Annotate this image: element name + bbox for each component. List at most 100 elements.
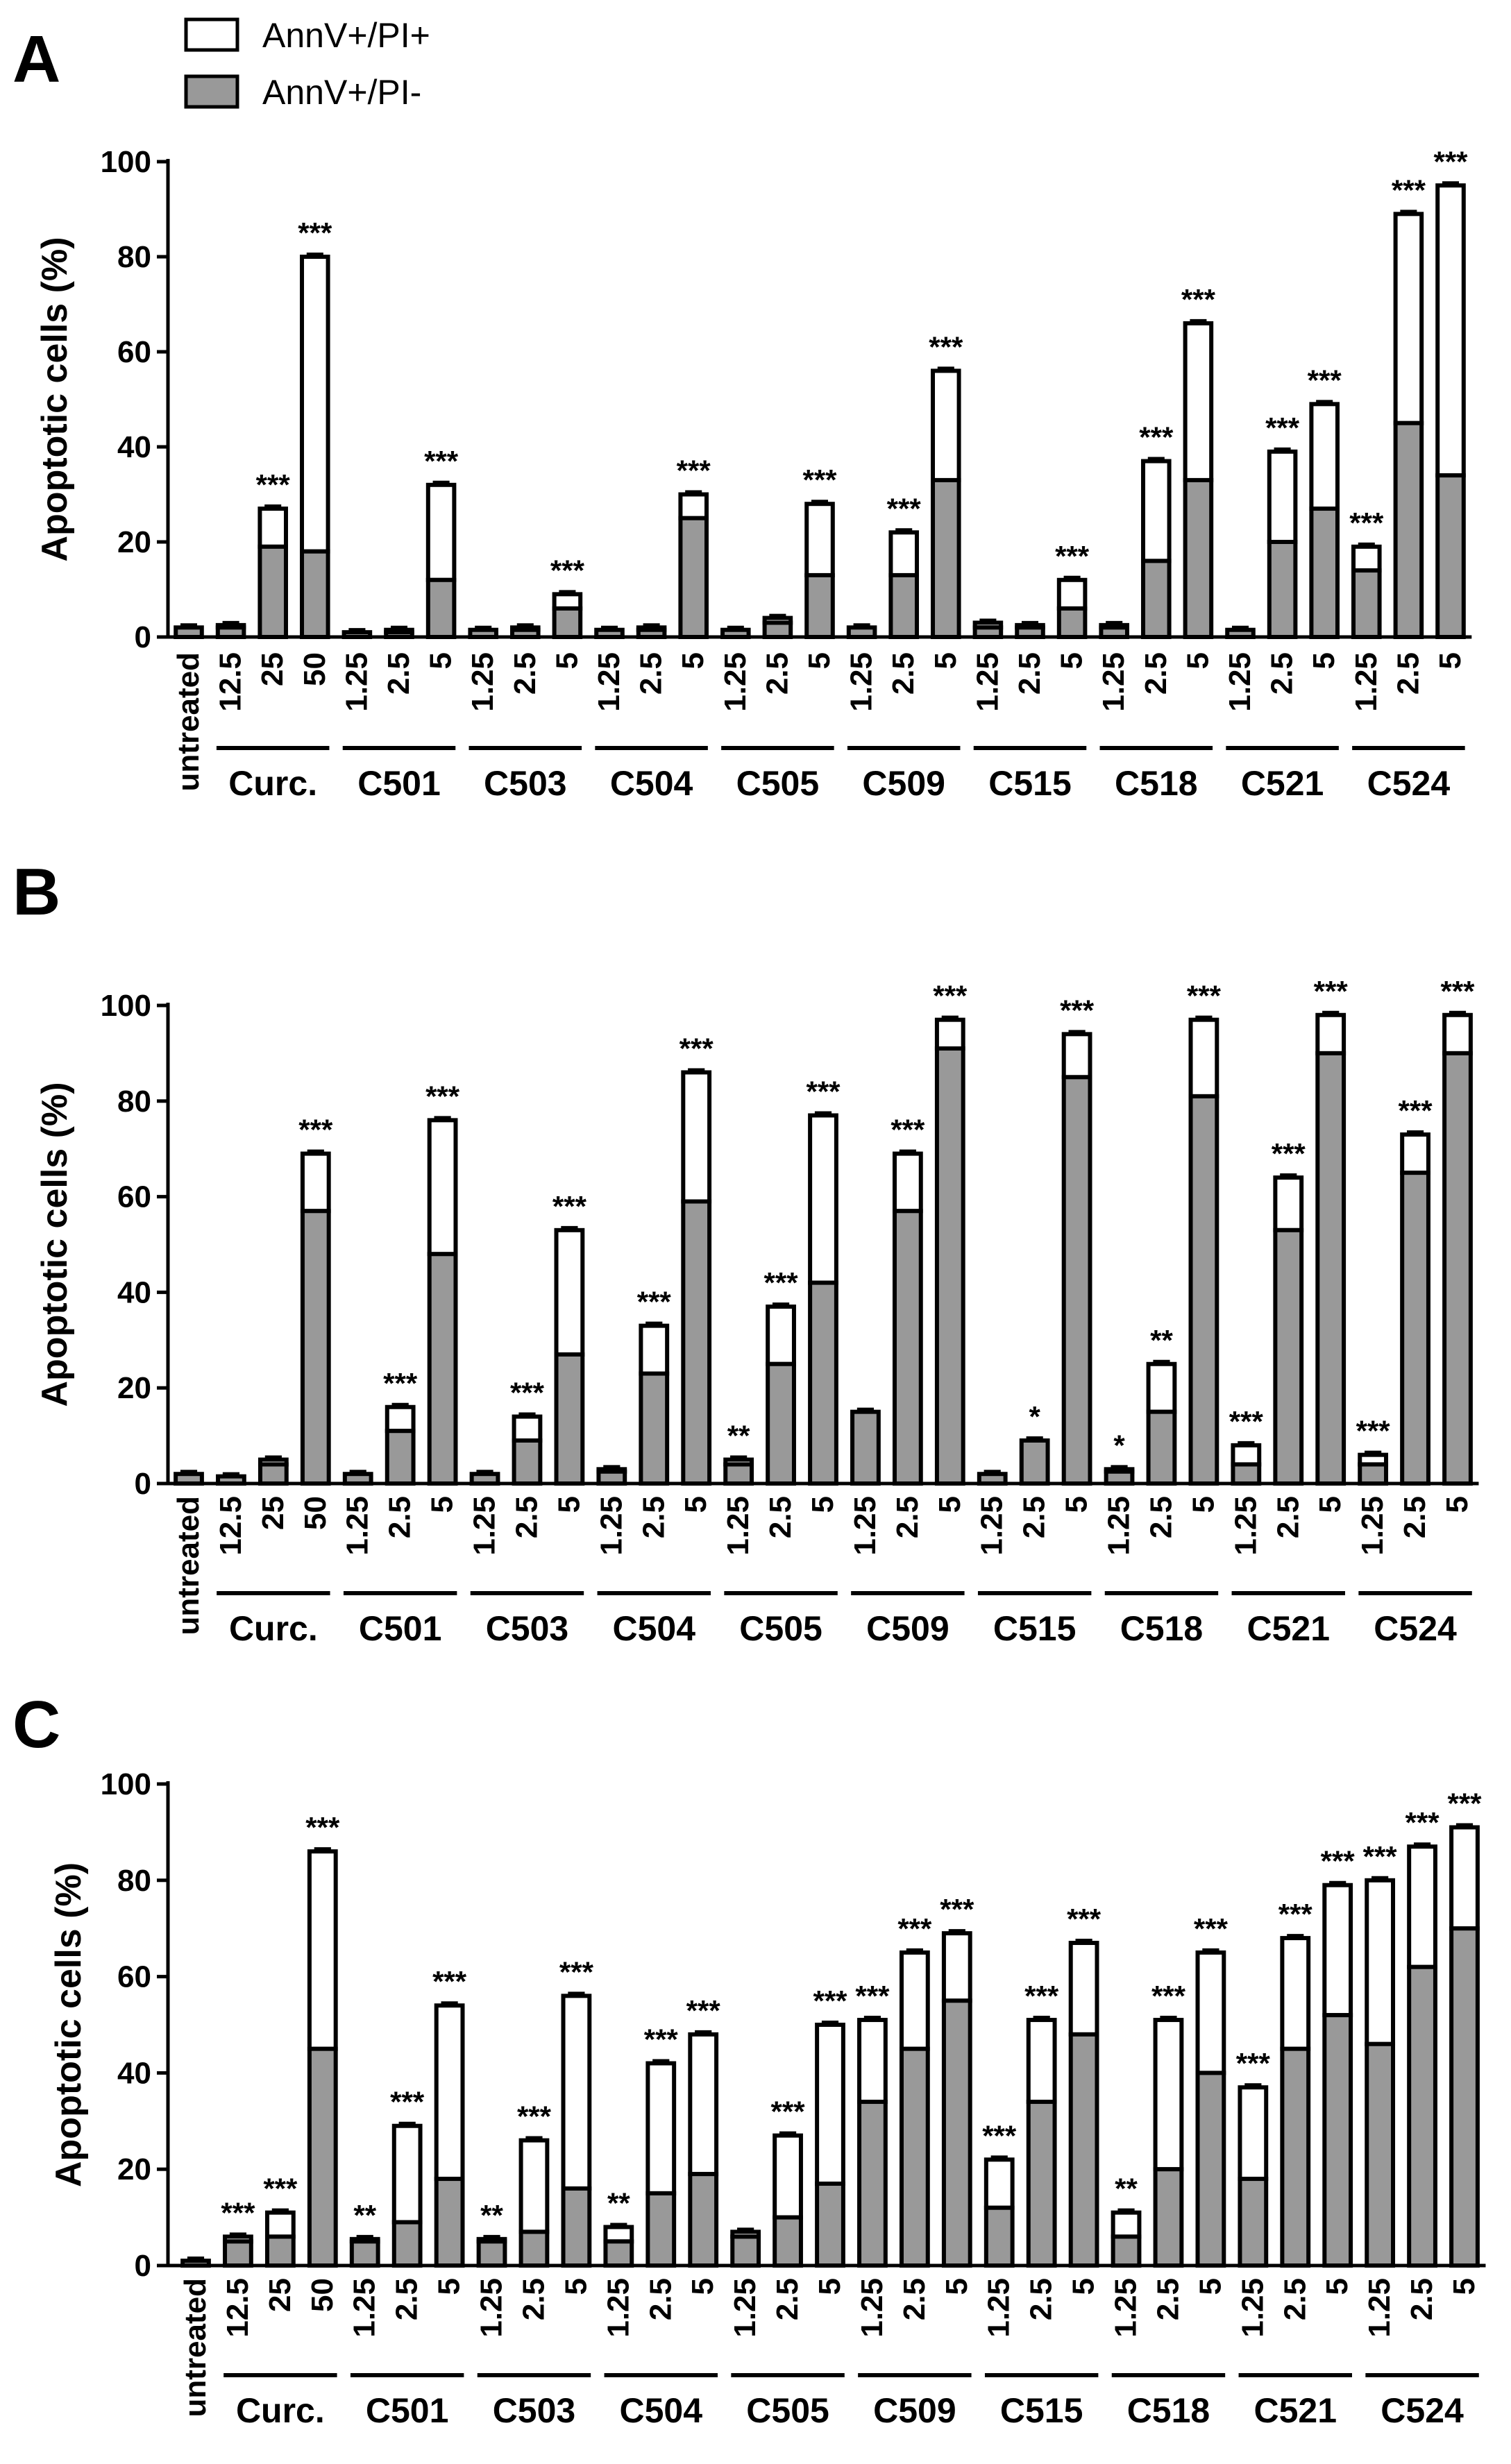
bar-segment-pi-neg bbox=[603, 2239, 634, 2268]
x-tick-label: 5 bbox=[425, 1496, 459, 1513]
x-tick-label: 5 bbox=[1193, 2278, 1227, 2295]
bar-segment-pi-neg bbox=[307, 2046, 338, 2268]
bar-segment-pi-pos bbox=[1322, 1883, 1353, 2018]
bar-segment-pi-pos bbox=[645, 2061, 677, 2195]
x-tick-label: 5 bbox=[1186, 1496, 1220, 1513]
significance-label: *** bbox=[806, 1075, 841, 1107]
bar-segment-pi-neg bbox=[258, 544, 288, 639]
x-tick-label: 1.25 bbox=[341, 1496, 375, 1556]
group-label: C524 bbox=[1374, 1609, 1457, 1648]
x-tick-label: 50 bbox=[298, 1496, 332, 1530]
group-label: C501 bbox=[359, 1609, 442, 1648]
significance-label: *** bbox=[771, 2096, 806, 2128]
group-label: C504 bbox=[613, 1609, 696, 1648]
significance-label: *** bbox=[686, 1994, 721, 2027]
bar-segment-pi-neg bbox=[215, 625, 246, 639]
bar-segment-pi-pos bbox=[639, 1323, 670, 1376]
x-tick-label: 2.5 bbox=[1398, 1496, 1432, 1538]
x-tick-label: 25 bbox=[255, 652, 289, 686]
x-tick-label: 5 bbox=[679, 1496, 713, 1513]
panel-letter: A bbox=[12, 22, 60, 96]
significance-label: *** bbox=[1229, 1405, 1264, 1438]
bar-segment-pi-pos bbox=[1393, 212, 1424, 425]
bar-segment-pi-pos bbox=[1267, 449, 1298, 544]
group-label: C518 bbox=[1115, 764, 1198, 803]
y-tick-label: 80 bbox=[117, 1085, 151, 1119]
bar-segment-pi-neg bbox=[1104, 1469, 1135, 1486]
bar-segment-pi-pos bbox=[1111, 2210, 1142, 2239]
bar-segment-pi-pos bbox=[1026, 2018, 1057, 2105]
significance-label: *** bbox=[1181, 283, 1216, 316]
significance-label: *** bbox=[1433, 145, 1468, 178]
significance-label: *** bbox=[1349, 507, 1384, 539]
group-label: Curc. bbox=[229, 1609, 318, 1648]
x-tick-label: 2.5 bbox=[897, 2278, 931, 2320]
x-tick-label: 5 bbox=[676, 652, 710, 669]
x-tick-label: 2.5 bbox=[1151, 2278, 1185, 2320]
x-tick-label: 2.5 bbox=[1144, 1496, 1178, 1538]
x-tick-label: 1.25 bbox=[594, 1496, 628, 1556]
bar-segment-pi-neg bbox=[1153, 2167, 1184, 2268]
bar-segment-pi-pos bbox=[434, 2003, 465, 2182]
bar-segment-pi-neg bbox=[636, 627, 667, 639]
x-tick-label: 1.25 bbox=[1349, 652, 1383, 712]
group-label: C521 bbox=[1247, 1609, 1331, 1648]
bar-segment-pi-neg bbox=[846, 625, 877, 639]
bar-segment-pi-neg bbox=[1056, 606, 1088, 640]
significance-label: *** bbox=[298, 1114, 333, 1146]
significance-label: *** bbox=[552, 1190, 587, 1223]
panel-letter: B bbox=[12, 855, 60, 929]
x-tick-label: 2.5 bbox=[890, 1496, 925, 1538]
significance-label: *** bbox=[221, 2196, 255, 2229]
bar-segment-pi-neg bbox=[512, 1438, 543, 1486]
bar-segment-pi-pos bbox=[1141, 459, 1172, 563]
bar-segment-pi-neg bbox=[1061, 1075, 1092, 1486]
y-axis-label: Apoptotic cells (%) bbox=[49, 1862, 89, 2187]
y-tick-label: 60 bbox=[117, 1180, 151, 1214]
bar-segment-pi-neg bbox=[427, 1252, 458, 1486]
x-tick-label: 1.25 bbox=[601, 2278, 635, 2338]
bar-segment-pi-neg bbox=[468, 627, 498, 639]
bar-segment-pi-pos bbox=[678, 492, 709, 520]
bar-segment-pi-neg bbox=[888, 572, 919, 640]
bar-segment-pi-neg bbox=[1351, 568, 1382, 639]
group-label: C501 bbox=[357, 764, 441, 803]
bar-segment-pi-neg bbox=[1273, 1227, 1304, 1486]
significance-label: *** bbox=[390, 2086, 425, 2118]
significance-label: *** bbox=[679, 1032, 714, 1064]
group-label: C518 bbox=[1120, 1609, 1204, 1648]
bar-segment-pi-neg bbox=[594, 627, 625, 639]
x-tick-label: 2.5 bbox=[634, 652, 668, 695]
bar-segment-pi-neg bbox=[678, 516, 709, 639]
group-label: Curc. bbox=[228, 764, 317, 803]
panel-c: C Apoptotic cells (%) 0 20 40 60 80 100 untreate… bbox=[12, 1688, 1486, 2430]
bar-segment-pi-pos bbox=[258, 507, 288, 549]
bar-segment-pi-neg bbox=[384, 630, 414, 640]
bar-segment-pi-neg bbox=[645, 2191, 677, 2268]
x-tick-label: 12.5 bbox=[221, 2278, 255, 2338]
x-tick-label: 1.25 bbox=[475, 2278, 509, 2338]
bar-segment-pi-neg bbox=[804, 572, 835, 640]
group-label: C503 bbox=[486, 1609, 569, 1648]
y-tick-label: 20 bbox=[117, 1371, 151, 1405]
bar-segment-pi-pos bbox=[688, 2032, 719, 2177]
bar-segment-pi-neg bbox=[808, 1280, 838, 1486]
bar-segment-pi-neg bbox=[1111, 2234, 1142, 2268]
bar-segment-pi-neg bbox=[425, 577, 457, 639]
significance-label: *** bbox=[897, 1912, 932, 1945]
bar-segment-pi-pos bbox=[307, 1849, 338, 2051]
x-tick-label: 1.25 bbox=[718, 652, 752, 712]
x-tick-label: 5 bbox=[559, 2278, 593, 2295]
x-tick-label: 2.5 bbox=[760, 652, 794, 695]
bar-segment-pi-neg bbox=[931, 477, 961, 640]
bar-segment-pi-neg bbox=[1015, 625, 1045, 639]
bar-segment-pi-pos bbox=[1231, 1443, 1262, 1467]
bar-segment-pi-neg bbox=[639, 1371, 670, 1486]
x-tick-label: 2.5 bbox=[770, 2278, 804, 2320]
bar-segment-pi-pos bbox=[1280, 1936, 1311, 2051]
significance-label: *** bbox=[256, 468, 291, 501]
significance-label: *** bbox=[1194, 1912, 1229, 1945]
bar-segment-pi-neg bbox=[815, 2182, 845, 2268]
x-tick-label: 1.25 bbox=[1235, 2278, 1269, 2338]
bar-segment-pi-pos bbox=[552, 592, 583, 611]
